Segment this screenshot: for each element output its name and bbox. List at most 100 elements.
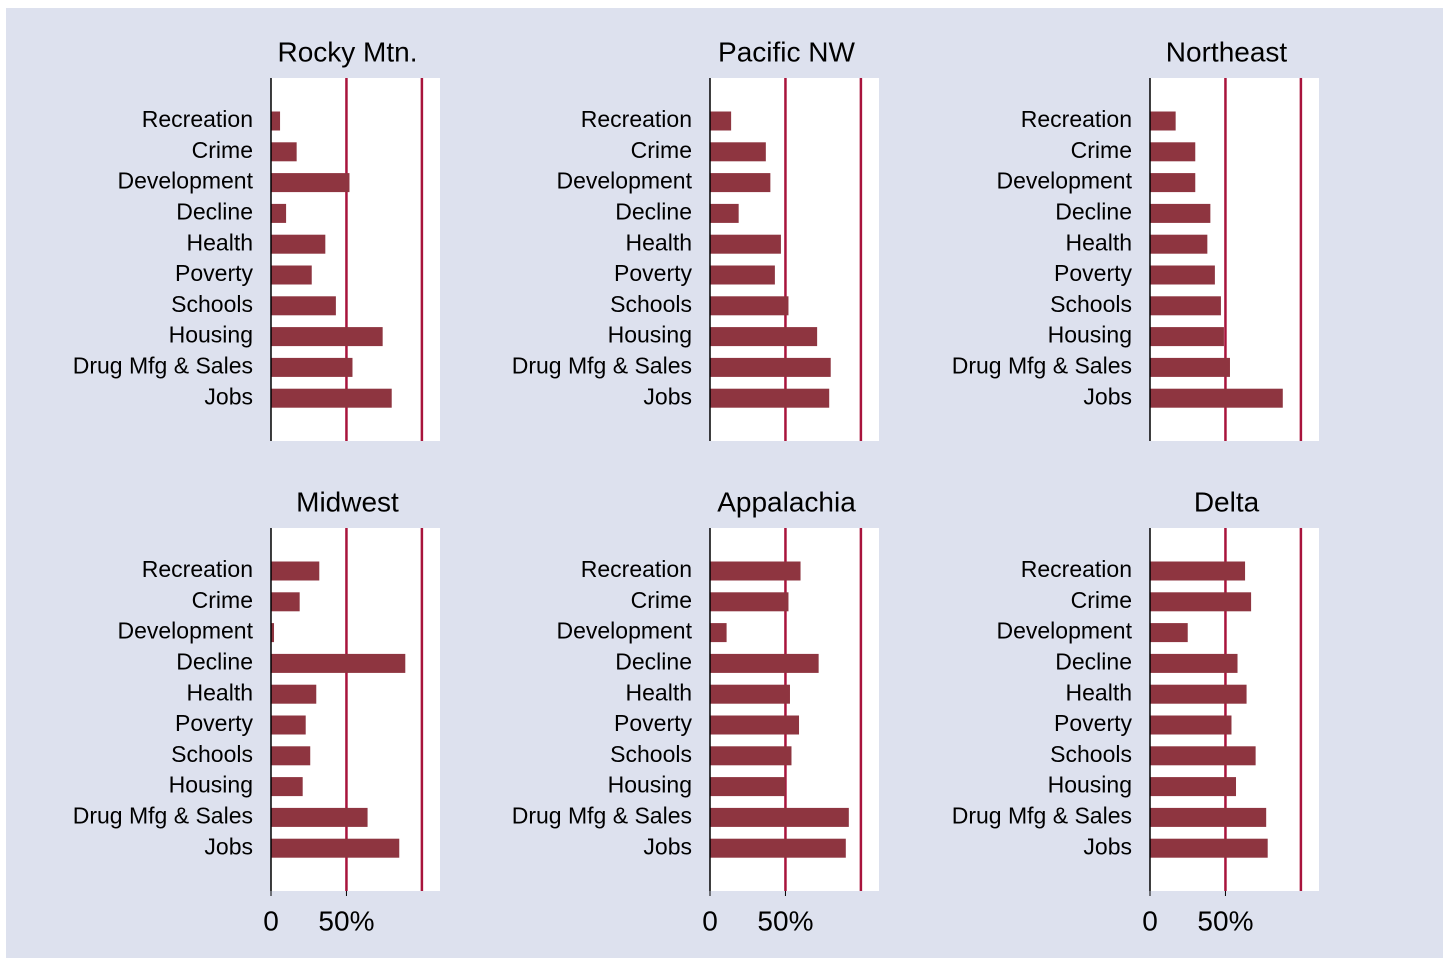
bar (1150, 327, 1224, 347)
bar (1150, 265, 1215, 285)
category-label: Schools (1050, 291, 1132, 317)
category-label: Recreation (581, 106, 692, 132)
bar (1150, 684, 1247, 704)
plot-area (1150, 78, 1319, 441)
bar (271, 296, 336, 316)
category-label: Jobs (204, 383, 253, 409)
bar (271, 807, 368, 827)
bar (710, 653, 819, 673)
bar (1150, 807, 1267, 827)
bar (710, 388, 830, 408)
category-label: Housing (1048, 772, 1132, 798)
bar (710, 807, 849, 827)
panel-title: Appalachia (717, 486, 856, 517)
bar (1150, 296, 1221, 316)
category-label: Development (556, 618, 692, 644)
bar (271, 265, 312, 285)
bar (710, 203, 739, 223)
plot-area (710, 528, 879, 891)
bar (710, 592, 789, 612)
bar (1150, 715, 1232, 735)
panel-title: Pacific NW (718, 36, 855, 67)
bar (1150, 388, 1283, 408)
category-label: Jobs (643, 833, 692, 859)
category-label: Health (626, 229, 692, 255)
bar (710, 715, 800, 735)
bar (271, 561, 320, 581)
bar (1150, 746, 1256, 766)
category-label: Poverty (1054, 260, 1132, 286)
category-label: Recreation (1021, 106, 1132, 132)
category-label: Drug Mfg & Sales (73, 802, 253, 828)
category-label: Housing (169, 322, 253, 348)
x-tick-label: 50% (1197, 905, 1253, 936)
category-label: Health (187, 679, 253, 705)
bar (271, 388, 392, 408)
category-label: Crime (1071, 587, 1132, 613)
x-tick-label: 0 (1142, 905, 1158, 936)
x-tick-label: 0 (263, 905, 279, 936)
category-label: Development (996, 168, 1132, 194)
bar (271, 623, 275, 643)
bar (710, 111, 732, 131)
bar (271, 592, 300, 612)
plot-area (271, 78, 440, 441)
bar (1150, 357, 1230, 377)
bar (710, 746, 792, 766)
bar (1150, 173, 1196, 193)
bar (1150, 142, 1196, 162)
bar (710, 173, 771, 193)
category-label: Housing (608, 322, 692, 348)
category-label: Housing (1048, 322, 1132, 348)
bar (271, 777, 303, 797)
bar (710, 838, 846, 858)
bar (710, 561, 801, 581)
bar (271, 684, 317, 704)
bar (271, 203, 287, 223)
bar (1150, 592, 1252, 612)
bar (710, 234, 781, 254)
bar (271, 715, 306, 735)
category-label: Poverty (614, 710, 692, 736)
plot-area (1150, 528, 1319, 891)
x-tick-label: 50% (318, 905, 374, 936)
category-label: Decline (176, 198, 253, 224)
category-label: Jobs (1083, 383, 1132, 409)
category-label: Recreation (581, 556, 692, 582)
panel-title: Northeast (1166, 36, 1288, 67)
category-label: Poverty (1054, 710, 1132, 736)
bar (1150, 234, 1208, 254)
bar (710, 357, 831, 377)
bar (1150, 623, 1188, 643)
bar (710, 623, 727, 643)
category-label: Health (1066, 679, 1132, 705)
bar (710, 142, 766, 162)
bar (271, 357, 353, 377)
bar (710, 265, 775, 285)
category-label: Drug Mfg & Sales (512, 802, 692, 828)
category-label: Jobs (643, 383, 692, 409)
category-label: Decline (1055, 198, 1132, 224)
category-label: Recreation (1021, 556, 1132, 582)
bar (1150, 653, 1238, 673)
category-label: Poverty (614, 260, 692, 286)
bar (271, 234, 326, 254)
bar (1150, 203, 1211, 223)
category-label: Drug Mfg & Sales (73, 352, 253, 378)
category-label: Housing (169, 772, 253, 798)
category-label: Crime (631, 137, 692, 163)
bar (271, 327, 383, 347)
category-label: Development (556, 168, 692, 194)
x-tick-label: 50% (757, 905, 813, 936)
bar (271, 173, 350, 193)
category-label: Jobs (1083, 833, 1132, 859)
category-label: Development (117, 618, 253, 644)
bar (710, 684, 790, 704)
category-label: Crime (192, 137, 253, 163)
bar (1150, 777, 1237, 797)
category-label: Housing (608, 772, 692, 798)
x-tick-label: 0 (702, 905, 718, 936)
bar (710, 296, 789, 316)
category-label: Schools (610, 291, 692, 317)
